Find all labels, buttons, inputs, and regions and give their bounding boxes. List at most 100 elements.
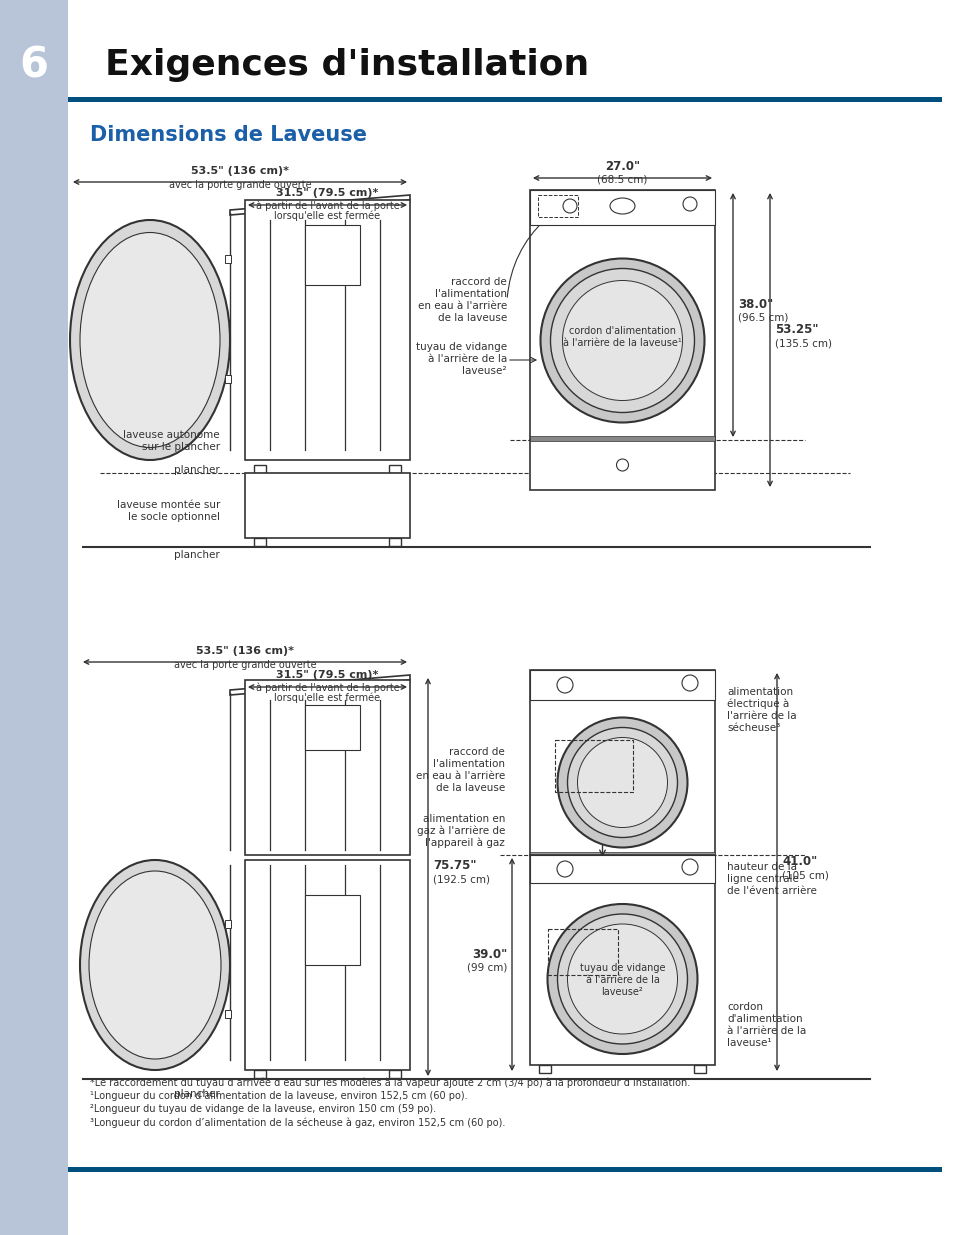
Text: avec la porte grande ouverte: avec la porte grande ouverte (173, 659, 316, 671)
Bar (225, 1010, 231, 1018)
Text: raccord de: raccord de (449, 747, 504, 757)
Text: (68.5 cm): (68.5 cm) (597, 175, 647, 185)
Text: Dimensions de Laveuse: Dimensions de Laveuse (90, 125, 367, 144)
Text: 31.5" (79.5 cm)*: 31.5" (79.5 cm)* (276, 188, 378, 198)
Text: hauteur de la: hauteur de la (726, 862, 796, 872)
Text: à l'arrière de la laveuse¹: à l'arrière de la laveuse¹ (562, 338, 681, 348)
Bar (245, 860, 410, 1070)
Text: l'alimentation: l'alimentation (433, 760, 504, 769)
Bar (245, 200, 410, 459)
Bar (530, 436, 714, 441)
Text: cordon d'alimentation: cordon d'alimentation (568, 326, 676, 336)
Bar (0, 0, 68, 1235)
Bar (225, 920, 231, 927)
Circle shape (682, 198, 697, 211)
Circle shape (557, 718, 687, 847)
Bar (530, 855, 714, 883)
Circle shape (616, 459, 628, 471)
Bar (253, 466, 266, 473)
Text: en eau à l'arrière: en eau à l'arrière (416, 771, 504, 781)
Bar (530, 671, 714, 855)
Text: avec la porte grande ouverte: avec la porte grande ouverte (169, 180, 311, 190)
Text: raccord de: raccord de (451, 277, 506, 287)
Bar (538, 1065, 551, 1073)
Text: 53.5" (136 cm)*: 53.5" (136 cm)* (195, 646, 294, 656)
Bar (389, 466, 400, 473)
Bar (530, 855, 714, 1065)
Text: alimentation: alimentation (726, 687, 792, 697)
Text: de la laveuse: de la laveuse (436, 783, 504, 793)
Circle shape (577, 737, 667, 827)
Ellipse shape (70, 220, 230, 459)
Text: 38.0": 38.0" (738, 298, 773, 311)
Circle shape (557, 914, 687, 1044)
Bar (305, 895, 359, 965)
Text: à partir de l'avant de la porte: à partir de l'avant de la porte (255, 683, 399, 693)
Circle shape (557, 677, 573, 693)
Bar (305, 225, 359, 285)
Ellipse shape (609, 198, 635, 214)
Bar (245, 680, 410, 855)
Text: 27.0": 27.0" (604, 161, 639, 173)
Bar (547, 929, 618, 974)
Text: à l'arrière de la: à l'arrière de la (427, 354, 506, 364)
Text: électrique à: électrique à (726, 699, 788, 709)
Text: lorsqu'elle est fermée: lorsqu'elle est fermée (274, 210, 380, 221)
Text: Exigences d'installation: Exigences d'installation (105, 48, 589, 82)
Bar (530, 190, 714, 440)
Text: l'appareil à gaz: l'appareil à gaz (425, 837, 504, 848)
Bar (530, 671, 714, 700)
Bar (530, 852, 714, 858)
Bar (68, 98, 941, 103)
Text: plancher: plancher (174, 550, 220, 559)
Text: 53.25": 53.25" (774, 324, 818, 336)
Ellipse shape (89, 871, 221, 1058)
Text: ligne centrale: ligne centrale (726, 874, 798, 884)
Text: 53.5" (136 cm)*: 53.5" (136 cm)* (191, 165, 289, 177)
Text: laveuse²: laveuse² (601, 987, 642, 997)
Text: sur le plancher: sur le plancher (142, 442, 220, 452)
Text: cordon: cordon (726, 1002, 762, 1011)
Text: 39.0": 39.0" (471, 947, 506, 961)
Text: ¹Longueur du cordon d’alimentation de la laveuse, environ 152,5 cm (60 po).: ¹Longueur du cordon d’alimentation de la… (90, 1091, 467, 1100)
Text: tuyau de vidange: tuyau de vidange (579, 963, 664, 973)
Text: tuyau de vidange: tuyau de vidange (416, 342, 506, 352)
Circle shape (567, 924, 677, 1034)
Polygon shape (230, 195, 410, 215)
Bar (68, 1167, 941, 1172)
Bar (530, 440, 714, 490)
Ellipse shape (80, 232, 220, 447)
Text: 31.5" (79.5 cm)*: 31.5" (79.5 cm)* (276, 671, 378, 680)
Text: à l'arrière de la: à l'arrière de la (585, 974, 659, 986)
Text: à l'arrière de la: à l'arrière de la (726, 1026, 805, 1036)
Circle shape (547, 904, 697, 1053)
Text: sécheuse³: sécheuse³ (726, 722, 780, 734)
Text: (99 cm): (99 cm) (466, 962, 506, 972)
Polygon shape (230, 676, 410, 695)
Text: à partir de l'avant de la porte: à partir de l'avant de la porte (255, 200, 399, 211)
Text: d'alimentation: d'alimentation (726, 1014, 801, 1024)
Circle shape (557, 861, 573, 877)
Circle shape (540, 258, 703, 422)
Bar (389, 538, 400, 546)
Text: le socle optionnel: le socle optionnel (128, 513, 220, 522)
Text: laveuse²: laveuse² (462, 366, 506, 375)
Bar (253, 1070, 266, 1078)
Bar (225, 375, 231, 383)
Text: gaz à l'arrière de: gaz à l'arrière de (416, 825, 504, 836)
Circle shape (681, 676, 698, 692)
Ellipse shape (80, 860, 230, 1070)
Text: (96.5 cm): (96.5 cm) (738, 312, 787, 324)
Bar (253, 538, 266, 546)
Text: l'arrière de la: l'arrière de la (726, 711, 796, 721)
Text: 41.0": 41.0" (781, 855, 817, 868)
Bar (245, 473, 410, 538)
Text: 75.75": 75.75" (433, 860, 476, 872)
Bar (555, 740, 632, 792)
Bar (530, 190, 714, 225)
Bar (693, 1065, 705, 1073)
Text: de la laveuse: de la laveuse (437, 312, 506, 324)
Circle shape (562, 280, 681, 400)
Bar (389, 1070, 400, 1078)
Circle shape (550, 268, 694, 412)
